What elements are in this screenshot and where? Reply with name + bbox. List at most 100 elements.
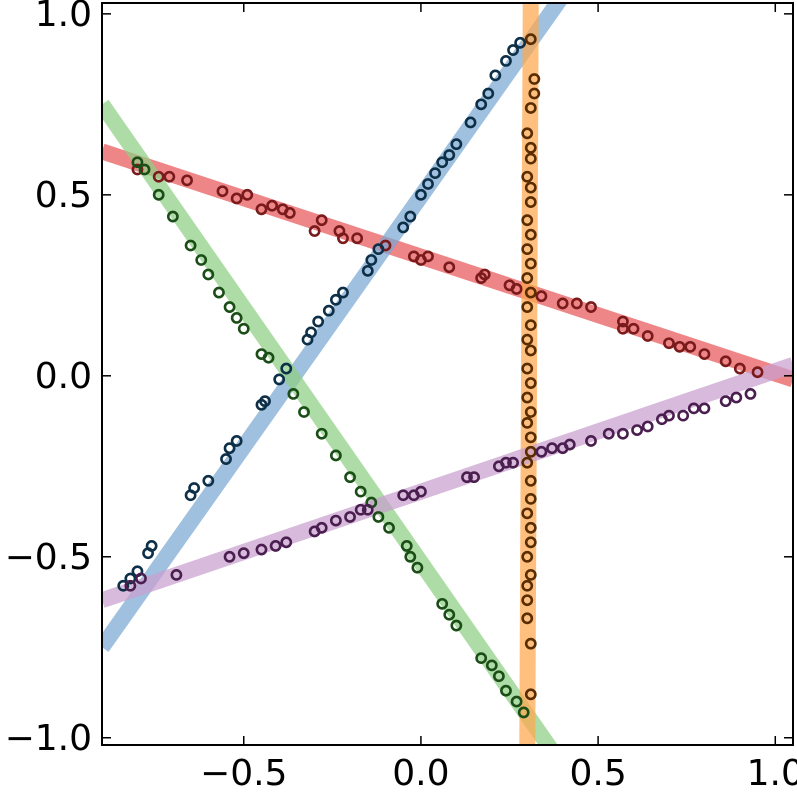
data-point — [524, 377, 537, 389]
data-point — [521, 594, 534, 607]
data-point — [489, 69, 502, 82]
y-tick-label: 0.0 — [35, 356, 92, 397]
data-point — [524, 445, 537, 458]
data-point — [124, 572, 137, 585]
data-point — [641, 330, 654, 342]
data-point — [521, 127, 534, 140]
data-point — [202, 268, 215, 281]
data-point — [273, 373, 286, 386]
data-point — [184, 239, 197, 252]
data-point — [528, 73, 541, 85]
data-point — [443, 149, 456, 161]
data-point — [372, 243, 385, 256]
data-point — [237, 547, 250, 560]
data-point — [404, 210, 417, 223]
data-point — [372, 511, 385, 523]
data-point — [524, 228, 537, 241]
data-point — [315, 521, 328, 534]
data-point — [202, 474, 215, 487]
data-point — [241, 188, 254, 201]
data-point — [524, 152, 537, 165]
y-axis-tick-labels: 1.0 0.5 0.0 −0.5 −1.0 — [5, 0, 92, 759]
data-point — [195, 254, 208, 266]
data-point — [170, 568, 183, 581]
data-point — [730, 391, 743, 404]
data-point — [415, 188, 427, 201]
data-point — [751, 366, 764, 379]
data-point — [181, 174, 193, 187]
data-point — [563, 438, 576, 451]
data-point — [524, 688, 537, 701]
data-point — [329, 449, 342, 462]
data-point — [329, 293, 342, 306]
x-axis-tick-labels: −0.5 0.0 0.5 1.0 — [200, 753, 797, 794]
data-point — [166, 210, 179, 223]
data-point — [535, 290, 548, 303]
data-point — [521, 243, 534, 256]
data-point — [617, 322, 629, 335]
data-point — [443, 608, 456, 621]
data-point — [521, 612, 534, 625]
data-point — [521, 550, 534, 563]
data-point — [524, 141, 537, 154]
data-point — [223, 550, 236, 563]
data-point — [475, 98, 488, 111]
x-tick-label: 1.0 — [747, 753, 797, 794]
data-point — [354, 485, 367, 498]
data-point — [698, 348, 711, 360]
data-point — [397, 489, 410, 502]
data-point — [663, 409, 675, 422]
data-point — [684, 340, 697, 353]
data-point — [719, 395, 732, 408]
data-point — [216, 185, 229, 198]
data-point — [255, 543, 268, 556]
data-point — [262, 351, 275, 364]
data-point — [397, 221, 410, 234]
data-point — [585, 301, 597, 313]
data-point — [524, 196, 537, 208]
data-point — [188, 482, 201, 494]
data-point — [145, 540, 158, 552]
data-point — [524, 33, 537, 46]
data-point — [351, 232, 364, 245]
data-point — [485, 659, 498, 672]
data-point — [528, 87, 541, 100]
data-point — [220, 453, 232, 465]
data-point — [744, 388, 757, 400]
fit-line — [102, 357, 793, 608]
data-point — [315, 214, 328, 227]
data-point — [500, 55, 512, 67]
data-point — [524, 257, 537, 270]
data-point — [524, 536, 537, 549]
data-point — [500, 684, 512, 697]
fit-line — [102, 3, 568, 652]
data-point — [443, 261, 456, 274]
data-point — [344, 471, 356, 484]
data-point — [237, 322, 250, 335]
plot-frame — [101, 2, 794, 746]
data-point — [298, 406, 310, 418]
data-point — [230, 435, 243, 447]
data-point — [478, 268, 491, 281]
axis-ticks — [102, 3, 793, 745]
x-tick-label: −0.5 — [200, 753, 287, 794]
data-point — [383, 521, 395, 534]
data-point — [461, 471, 473, 484]
data-point — [152, 188, 165, 201]
data-point — [631, 424, 643, 437]
data-point — [280, 536, 293, 549]
data-point — [524, 637, 537, 650]
data-point — [585, 435, 597, 447]
data-point — [404, 550, 417, 563]
data-point — [524, 286, 537, 299]
data-point — [524, 431, 537, 444]
data-point — [464, 116, 477, 129]
data-point — [663, 337, 675, 350]
data-point — [507, 44, 519, 56]
data-point — [570, 297, 583, 310]
y-tick-label: 1.0 — [35, 0, 92, 35]
data-point — [641, 420, 654, 433]
data-point — [510, 283, 523, 295]
data-point — [266, 199, 278, 212]
data-point — [422, 250, 434, 263]
